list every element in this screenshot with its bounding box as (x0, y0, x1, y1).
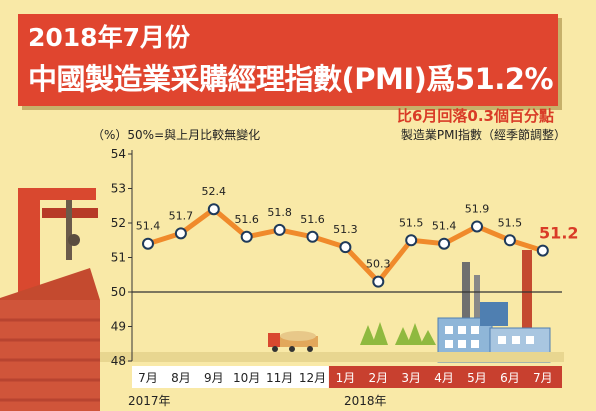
data-point (339, 241, 352, 254)
y-tick-label-48: 48 (111, 354, 126, 368)
x-tick-label: 7月 (138, 371, 158, 385)
data-label: 51.6 (300, 213, 325, 226)
x-axis-band-2018 (328, 366, 562, 388)
data-label: 51.4 (136, 220, 161, 233)
data-point (405, 234, 418, 247)
title-banner (18, 14, 558, 106)
data-label: 51.9 (465, 202, 490, 215)
factory-building-3 (480, 302, 508, 326)
title-line1: 2018年7月份 (28, 23, 190, 52)
data-label: 52.4 (202, 185, 227, 198)
y-tick-label-53: 53 (111, 182, 126, 196)
series-note: 製造業PMI指數（經季節調整） (400, 128, 566, 142)
x-tick-label: 5月 (467, 371, 487, 385)
data-label: 51.6 (234, 213, 259, 226)
title-line2: 中國製造業采購經理指數(PMI)爲51.2% (28, 62, 554, 96)
truck-illustration (268, 331, 318, 352)
year-label-2017: 2017年 (128, 394, 171, 408)
x-tick-label: 12月 (299, 371, 326, 385)
data-point (174, 227, 187, 240)
data-point (438, 237, 451, 250)
y-tick-label-52: 52 (111, 216, 126, 230)
data-point (207, 203, 220, 216)
x-tick-label: 4月 (434, 371, 454, 385)
data-point (471, 220, 483, 233)
factory-windows (445, 326, 534, 348)
data-point (142, 237, 154, 250)
factory-chimney-1 (462, 262, 470, 332)
y-tick-label-51: 51 (111, 251, 126, 265)
left-pipe (66, 200, 72, 260)
y-tick-label-50: 50 (111, 285, 126, 299)
data-label: 51.7 (169, 209, 194, 222)
x-tick-label: 10月 (233, 371, 260, 385)
data-point (306, 230, 319, 243)
data-label: 51.2 (539, 224, 578, 243)
left-bolt (68, 234, 80, 246)
left-tower (18, 190, 40, 310)
x-tick-label: 2月 (368, 371, 388, 385)
x-axis-band-2017 (132, 366, 329, 388)
x-tick-label: 3月 (401, 371, 421, 385)
unit-note: （%）50%=與上月比較無變化 (92, 128, 261, 142)
data-label: 50.3 (366, 258, 391, 271)
year-label-2018: 2018年 (344, 394, 387, 408)
y-tick-label-54: 54 (111, 147, 126, 161)
x-tick-label: 8月 (171, 371, 191, 385)
data-point (536, 244, 549, 257)
data-point (273, 223, 286, 236)
factory-chimney-3 (522, 250, 532, 332)
x-tick-label: 6月 (500, 371, 520, 385)
data-point (240, 230, 253, 243)
subtitle: 比6月回落0.3個百分點 (396, 107, 554, 125)
data-label: 51.4 (432, 220, 457, 233)
x-tick-label: 11月 (266, 371, 293, 385)
left-building-stripes (0, 318, 100, 402)
x-tick-label: 7月 (533, 371, 553, 385)
y-tick-label-49: 49 (111, 320, 126, 334)
x-tick-label: 1月 (336, 371, 356, 385)
ground-strip (100, 352, 564, 362)
data-label: 51.8 (267, 206, 292, 219)
x-tick-label: 9月 (204, 371, 224, 385)
left-tower-arm (18, 188, 96, 200)
factory-chimney-2 (474, 275, 480, 332)
data-label: 51.3 (333, 223, 358, 236)
trees (360, 322, 436, 345)
data-label: 51.5 (498, 216, 523, 229)
data-point (372, 275, 385, 288)
data-point (503, 234, 516, 247)
data-label: 51.5 (399, 216, 424, 229)
